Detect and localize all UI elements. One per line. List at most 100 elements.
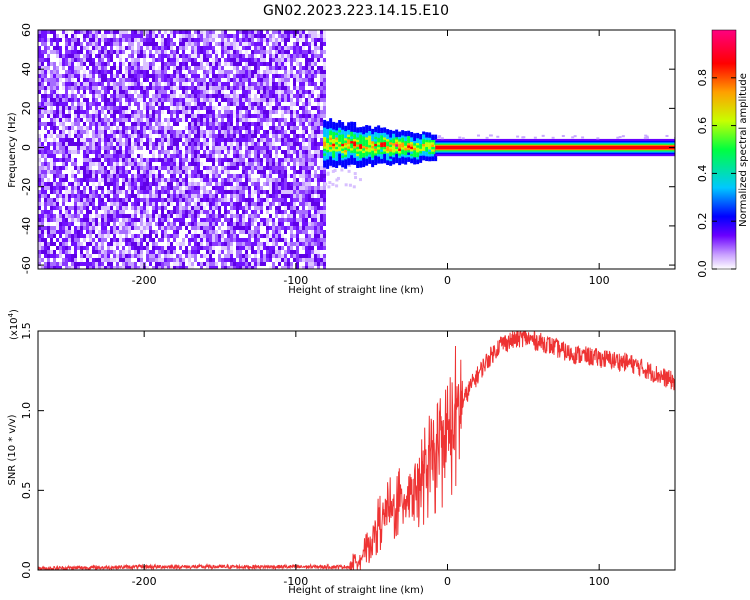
heatmap-cell [293, 250, 296, 254]
heatmap-cell [65, 102, 68, 106]
heatmap-cell [266, 218, 269, 222]
heatmap-cell [230, 194, 233, 198]
heatmap-cell [74, 246, 77, 250]
heatmap-cell [182, 198, 185, 202]
heatmap-cell [242, 254, 245, 258]
heatmap-cell [257, 166, 260, 170]
heatmap-cell [77, 130, 80, 134]
heatmap-cell [149, 194, 152, 198]
heatmap-cell [140, 182, 143, 186]
heatmap-cell [98, 42, 101, 46]
heatmap-cell [125, 238, 128, 242]
heatmap-cell [170, 86, 173, 90]
heatmap-cell [143, 130, 146, 134]
heatmap-cell [242, 54, 245, 58]
heatmap-cell [239, 162, 242, 166]
heatmap-cell [95, 86, 98, 90]
heatmap-cell [89, 114, 92, 118]
heatmap-cell [107, 54, 110, 58]
heatmap-cell [254, 110, 257, 114]
heatmap-cell [131, 234, 134, 238]
heatmap-cell [203, 238, 206, 242]
heatmap-cell [287, 54, 290, 58]
heatmap-cell [80, 242, 83, 246]
heatmap-cell [317, 210, 320, 214]
heatmap-cell [314, 242, 317, 246]
heatmap-cell [68, 130, 71, 134]
heatmap-cell [128, 78, 131, 82]
heatmap-cell [170, 242, 173, 246]
heatmap-cell [308, 138, 311, 142]
heatmap-cell [65, 230, 68, 234]
heatmap-cell [89, 58, 92, 62]
heatmap-cell [257, 190, 260, 194]
heatmap-cell [50, 114, 53, 118]
heatmap-cell [62, 178, 65, 182]
heatmap-cell [275, 214, 278, 218]
heatmap-cell [38, 30, 41, 34]
heatmap-cell [293, 150, 296, 154]
heatmap-cell [266, 34, 269, 38]
heatmap-cell [164, 150, 167, 154]
heatmap-cell [338, 145, 342, 149]
heatmap-cell [317, 246, 320, 250]
heatmap-cell [308, 118, 311, 122]
heatmap-cell [107, 210, 110, 214]
heatmap-cell [38, 238, 41, 242]
heatmap-cell [194, 238, 197, 242]
heatmap-cell [317, 150, 320, 154]
heatmap-cell [74, 38, 77, 42]
heatmap-cell [335, 160, 339, 164]
heatmap-cell [128, 102, 131, 106]
heatmap-cell [98, 154, 101, 158]
heatmap-cell [98, 38, 101, 42]
heatmap-cell [212, 162, 215, 166]
heatmap-cell [308, 162, 311, 166]
heatmap-cell [329, 118, 333, 122]
heatmap-cell [173, 114, 176, 118]
heatmap-cell [155, 142, 158, 146]
heatmap-cell [314, 154, 317, 158]
heatmap-cell [308, 246, 311, 250]
heatmap-cell [188, 102, 191, 106]
heatmap-cell [107, 50, 110, 54]
heatmap-cell [221, 250, 224, 254]
heatmap-cell [287, 262, 290, 266]
heatmap-cell [224, 194, 227, 198]
heatmap-cell [83, 142, 86, 146]
heatmap-cell [317, 198, 320, 202]
heatmap-cell [281, 150, 284, 154]
heatmap-cell [59, 226, 62, 230]
heatmap-cell [203, 42, 206, 46]
heatmap-cell [59, 214, 62, 218]
heatmap-cell [197, 170, 200, 174]
heatmap-cell [239, 242, 242, 246]
heatmap-cell [272, 170, 275, 174]
heatmap-cell [308, 70, 311, 74]
heatmap-cell [311, 70, 314, 74]
heatmap-cell [281, 94, 284, 98]
heatmap-cell [164, 206, 167, 210]
heatmap-cell [143, 122, 146, 126]
heatmap-cell [59, 234, 62, 238]
heatmap-cell [137, 174, 140, 178]
heatmap-cell [263, 166, 266, 170]
heatmap-cell [188, 166, 191, 170]
heatmap-cell [260, 30, 263, 34]
heatmap-cell [212, 218, 215, 222]
heatmap-cell [62, 222, 65, 226]
heatmap-cell [104, 258, 107, 262]
heatmap-cell [260, 82, 263, 86]
heatmap-cell [98, 66, 101, 70]
heatmap-cell [188, 214, 191, 218]
heatmap-cell [206, 230, 209, 234]
heatmap-cell [107, 138, 110, 142]
heatmap-cell [125, 78, 128, 82]
heatmap-cell [269, 158, 272, 162]
heatmap-cell [101, 118, 104, 122]
heatmap-cell [65, 90, 68, 94]
heatmap-cell [167, 238, 170, 242]
heatmap-cell [347, 145, 351, 149]
heatmap-cell [185, 266, 188, 269]
heatmap-cell [56, 54, 59, 58]
